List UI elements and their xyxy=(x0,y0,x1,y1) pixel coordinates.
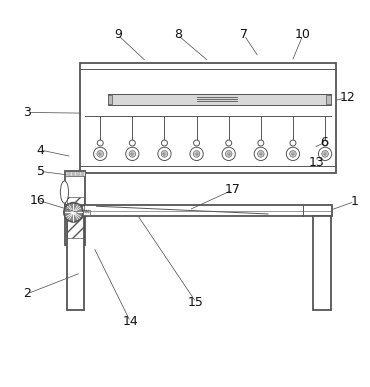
Text: 13: 13 xyxy=(309,156,325,169)
Text: 8: 8 xyxy=(174,29,182,41)
Circle shape xyxy=(319,147,332,161)
Circle shape xyxy=(64,203,83,222)
Circle shape xyxy=(322,151,329,157)
Ellipse shape xyxy=(161,140,168,146)
Circle shape xyxy=(225,151,232,157)
Text: 5: 5 xyxy=(37,165,44,178)
Bar xyxy=(67,197,84,238)
Bar xyxy=(326,95,331,104)
Circle shape xyxy=(126,147,139,161)
Circle shape xyxy=(158,147,171,161)
Text: 1: 1 xyxy=(351,195,359,208)
Text: 4: 4 xyxy=(37,144,44,156)
Circle shape xyxy=(129,151,136,157)
Ellipse shape xyxy=(97,140,103,146)
Text: 9: 9 xyxy=(114,29,122,41)
Bar xyxy=(65,171,85,245)
Text: 17: 17 xyxy=(225,183,241,196)
Circle shape xyxy=(161,151,168,157)
Circle shape xyxy=(254,147,268,161)
Ellipse shape xyxy=(258,140,264,146)
Ellipse shape xyxy=(60,181,68,203)
Text: 10: 10 xyxy=(295,29,311,41)
Text: 3: 3 xyxy=(23,106,31,119)
Text: 14: 14 xyxy=(122,315,138,328)
Ellipse shape xyxy=(290,140,296,146)
Circle shape xyxy=(94,147,107,161)
Circle shape xyxy=(193,151,200,157)
Ellipse shape xyxy=(322,140,328,146)
Ellipse shape xyxy=(226,140,232,146)
Text: 16: 16 xyxy=(30,194,46,207)
Bar xyxy=(108,94,331,104)
Bar xyxy=(65,171,85,176)
Bar xyxy=(83,210,90,215)
Bar xyxy=(80,63,336,173)
Circle shape xyxy=(97,151,104,157)
Ellipse shape xyxy=(194,140,199,146)
Text: 12: 12 xyxy=(339,91,355,104)
Circle shape xyxy=(222,147,235,161)
Circle shape xyxy=(286,147,300,161)
Text: 15: 15 xyxy=(188,296,204,309)
Circle shape xyxy=(258,151,264,157)
Circle shape xyxy=(290,151,296,157)
Bar xyxy=(313,216,331,310)
Text: 6: 6 xyxy=(320,136,328,149)
Text: 2: 2 xyxy=(23,287,31,300)
Circle shape xyxy=(190,147,203,161)
Bar xyxy=(65,205,332,216)
Ellipse shape xyxy=(130,140,135,146)
Text: 7: 7 xyxy=(240,29,248,41)
Bar xyxy=(108,95,112,104)
Bar xyxy=(67,216,84,310)
